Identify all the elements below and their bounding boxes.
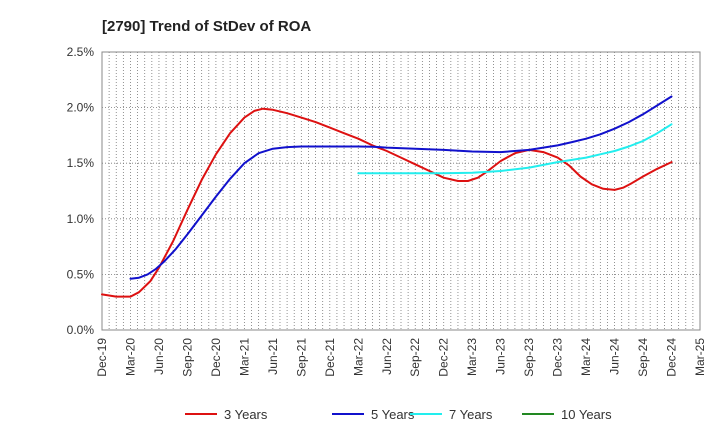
series-line-3-years: [101, 107, 673, 298]
x-tick-label: Sep-23: [522, 338, 536, 377]
legend-label: 5 Years: [371, 407, 415, 422]
x-tick-label: Dec-20: [209, 338, 223, 377]
y-tick-label: 0.5%: [67, 267, 95, 281]
plot-frame: [101, 51, 701, 331]
x-tick-label: Mar-24: [579, 338, 593, 376]
y-tick-label: 1.0%: [67, 212, 95, 226]
x-tick-label: Mar-25: [693, 338, 707, 376]
legend-label: 10 Years: [561, 407, 612, 422]
y-tick-label: 1.5%: [67, 156, 95, 170]
x-tick-label: Sep-21: [294, 338, 308, 377]
y-tick-label: 2.0%: [67, 101, 95, 115]
x-tick-label: Sep-24: [636, 338, 650, 377]
x-tick-label: Sep-22: [408, 338, 422, 377]
x-tick-label: Mar-23: [465, 338, 479, 376]
x-tick-label: Jun-20: [152, 338, 166, 375]
series-line-7-years: [357, 123, 673, 175]
x-tick-label: Sep-20: [180, 338, 194, 377]
x-tick-label: Mar-22: [351, 338, 365, 376]
x-tick-label: Dec-24: [665, 338, 679, 377]
plot-area: 0.0% 0.5% 1.0% 1.5% 2.0% 2.5% Dec-19 Mar-20 Jun-…: [67, 45, 707, 377]
x-tick-label: Mar-20: [123, 338, 137, 376]
x-tick-label: Jun-23: [494, 338, 508, 375]
x-tick-label: Jun-21: [266, 338, 280, 375]
series-line-5-years: [129, 95, 673, 280]
x-tick-label: Jun-24: [608, 338, 622, 375]
legend-label: 7 Years: [449, 407, 493, 422]
y-tick-label: 0.0%: [67, 323, 95, 337]
x-tick-label: Mar-21: [237, 338, 251, 376]
chart-title: [2790] Trend of StDev of ROA: [102, 18, 311, 35]
x-tick-label: Dec-23: [551, 338, 565, 377]
x-tick-label: Dec-22: [437, 338, 451, 377]
x-tick-label: Dec-19: [95, 338, 109, 377]
chart-legend: 3 Years 5 Years 7 Years 10 Years: [185, 407, 612, 422]
y-tick-label: 2.5%: [67, 45, 95, 59]
legend-label: 3 Years: [224, 407, 268, 422]
x-tick-label: Jun-22: [380, 338, 394, 375]
x-tick-label: Dec-21: [323, 338, 337, 377]
